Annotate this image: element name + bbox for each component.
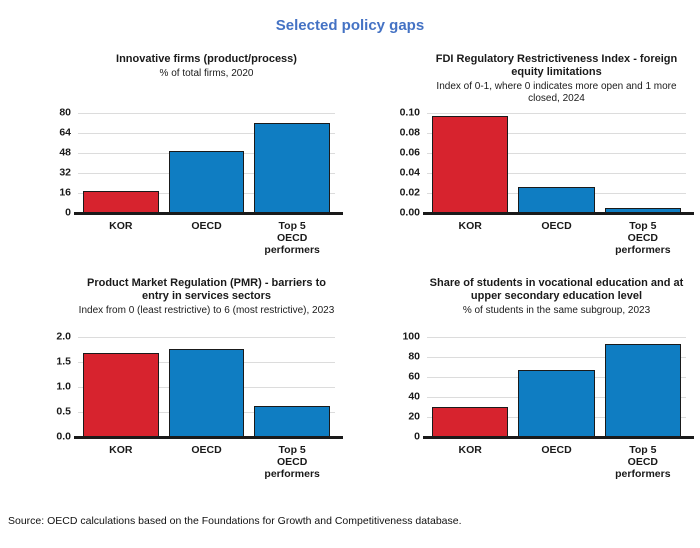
x-axis-labels: KOR OECD Top 5 OECD performers: [78, 437, 335, 483]
plot-area: 0 20 40 60 80 100: [402, 331, 694, 442]
bar-top-5-oecd-performers: [604, 344, 682, 437]
bar-top-5-oecd-performers: [254, 405, 331, 437]
chart-panel-vocational-students: Share of students in vocational educatio…: [385, 277, 694, 483]
chart-subtitle: % of total firms, 2020: [159, 68, 254, 79]
x-tick-label-top-5-oecd-performers: Top 5 OECD performers: [615, 444, 671, 480]
figure-title: Selected policy gaps: [275, 17, 425, 34]
x-tick-label-kor: KOR: [458, 444, 482, 456]
y-tick-label: 0: [414, 430, 420, 443]
y-tick-label: 0.00: [399, 206, 420, 219]
y-tick-label: 0.04: [399, 166, 420, 179]
y-tick-label: 0.06: [399, 146, 420, 159]
bar-kor: [82, 352, 159, 437]
chart-grid: Innovative firms (product/process) % of …: [0, 53, 700, 483]
x-axis-labels: KOR OECD Top 5 OECD performers: [427, 437, 686, 483]
x-axis-line: [423, 436, 694, 439]
plot-area: 0.0 0.5 1.0 1.5 2.0: [56, 331, 343, 442]
y-tick-label: 80: [408, 350, 420, 363]
x-axis-line: [74, 436, 343, 439]
source-note: Source: OECD calculations based on the F…: [8, 515, 462, 527]
y-tick-label: 60: [408, 370, 420, 383]
bar-oecd: [168, 150, 245, 213]
chart-title: Product Market Regulation (PMR) - barrie…: [87, 277, 326, 302]
x-tick-label-oecd: OECD: [541, 444, 572, 456]
x-tick-label-top-5-oecd-performers: Top 5 OECD performers: [615, 220, 671, 256]
y-tick-label: 64: [59, 126, 71, 139]
bar-kor: [431, 407, 509, 437]
x-tick-label-top-5-oecd-performers: Top 5 OECD performers: [264, 444, 320, 480]
x-tick-label-kor: KOR: [109, 220, 133, 232]
y-tick-label: 100: [402, 330, 420, 343]
chart-subtitle: Index from 0 (least restrictive) to 6 (m…: [78, 305, 335, 316]
gridline: [78, 113, 335, 114]
figure: Selected policy gaps Innovative firms (p…: [0, 17, 700, 548]
gridline: [427, 153, 686, 154]
gridline: [427, 173, 686, 174]
gridline: [427, 337, 686, 338]
y-tick-label: 80: [59, 106, 71, 119]
chart-title: FDI Regulatory Restrictiveness Index - f…: [435, 53, 678, 78]
chart-panel-innovative-firms: Innovative firms (product/process) % of …: [36, 53, 343, 259]
y-tick-label: 16: [59, 186, 71, 199]
y-tick-label: 0.02: [399, 186, 420, 199]
y-tick-label: 20: [408, 410, 420, 423]
chart-panel-pmr-barriers: Product Market Regulation (PMR) - barrie…: [36, 277, 343, 483]
x-tick-label-oecd: OECD: [191, 220, 222, 232]
bar-kor: [431, 116, 509, 213]
x-tick-label-top-5-oecd-performers: Top 5 OECD performers: [264, 220, 320, 256]
plot-area: 0 16 32 48 64 80: [59, 107, 343, 218]
y-tick-label: 48: [59, 146, 71, 159]
y-tick-label: 32: [59, 166, 71, 179]
x-axis-labels: KOR OECD Top 5 OECD performers: [78, 213, 335, 259]
chart-header: Product Market Regulation (PMR) - barrie…: [36, 277, 335, 337]
gridline: [427, 133, 686, 134]
y-tick-label: 0.0: [56, 430, 71, 443]
x-axis-line: [423, 212, 694, 215]
x-axis-line: [74, 212, 343, 215]
gridline: [78, 337, 335, 338]
chart-subtitle: % of students in the same subgroup, 2023: [462, 305, 651, 316]
plot-area: 0.00 0.02 0.04 0.06 0.08 0.10: [400, 107, 694, 218]
gridline: [427, 357, 686, 358]
y-tick-label: 0.5: [56, 405, 71, 418]
chart-panel-fdi-restrictiveness: FDI Regulatory Restrictiveness Index - f…: [385, 53, 694, 259]
y-tick-label: 0.08: [399, 126, 420, 139]
chart-header: Innovative firms (product/process) % of …: [36, 53, 335, 113]
y-tick-label: 1.5: [56, 355, 71, 368]
x-axis-labels: KOR OECD Top 5 OECD performers: [427, 213, 686, 259]
bar-top-5-oecd-performers: [254, 123, 331, 213]
y-tick-label: 2.0: [56, 330, 71, 343]
y-tick-label: 1.0: [56, 380, 71, 393]
x-tick-label-kor: KOR: [458, 220, 482, 232]
gridline: [427, 113, 686, 114]
chart-title: Share of students in vocational educatio…: [429, 277, 684, 302]
x-tick-label-kor: KOR: [109, 444, 133, 456]
x-tick-label-oecd: OECD: [191, 444, 222, 456]
bar-oecd: [518, 370, 595, 437]
chart-title: Innovative firms (product/process): [116, 53, 297, 65]
bar-oecd: [518, 187, 595, 213]
y-tick-label: 0.10: [399, 106, 420, 119]
y-tick-label: 0: [65, 206, 71, 219]
bar-oecd: [168, 348, 245, 437]
gridline: [78, 133, 335, 134]
chart-subtitle: Index of 0-1, where 0 indicates more ope…: [436, 81, 677, 104]
y-tick-label: 40: [408, 390, 420, 403]
bar-kor: [82, 190, 159, 213]
chart-header: Share of students in vocational educatio…: [385, 277, 686, 337]
chart-header: FDI Regulatory Restrictiveness Index - f…: [385, 53, 686, 113]
x-tick-label-oecd: OECD: [541, 220, 572, 232]
